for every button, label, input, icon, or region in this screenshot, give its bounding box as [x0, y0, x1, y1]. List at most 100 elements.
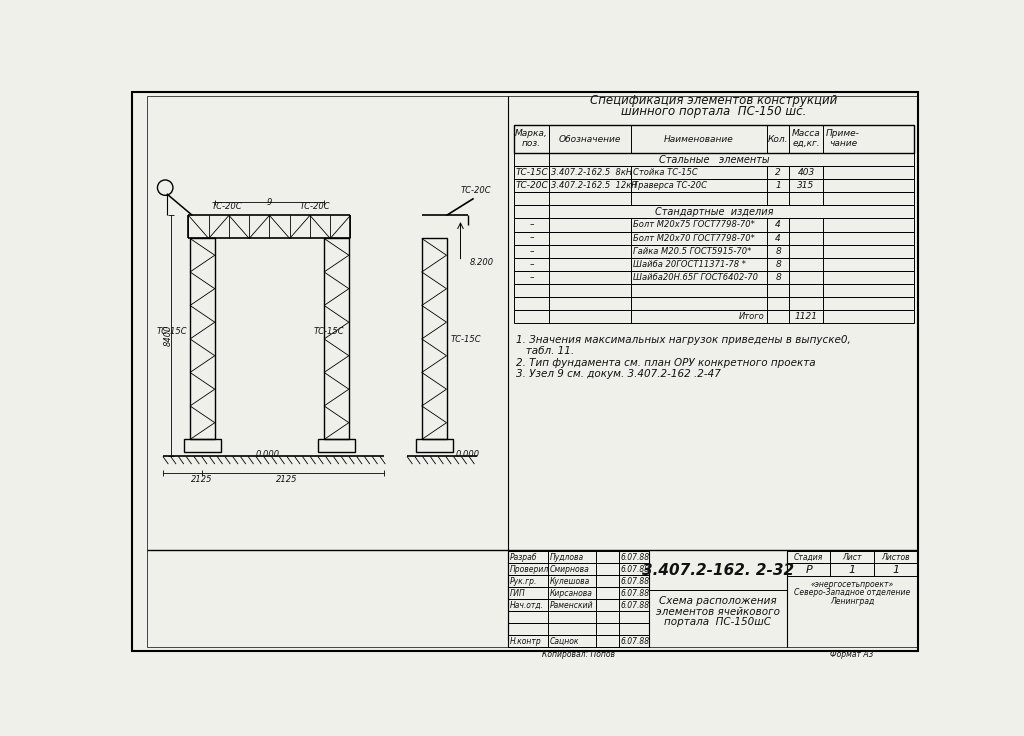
Text: 9: 9 [266, 199, 271, 208]
Bar [514, 125, 913, 153]
Text: портала  ПС-150шС: портала ПС-150шС [665, 618, 771, 627]
Text: 1: 1 [775, 181, 781, 190]
Text: 0.000: 0.000 [456, 450, 480, 459]
Bar [514, 258, 913, 271]
Text: 1: 1 [849, 565, 856, 575]
Text: Стальные   элементы: Стальные элементы [658, 155, 769, 165]
Text: Схема расположения: Схема расположения [659, 595, 776, 606]
Text: 2. Тип фундамента см. план ОРУ конкретного проекта: 2. Тип фундамента см. план ОРУ конкретно… [515, 358, 815, 368]
Text: Р: Р [805, 565, 812, 575]
Text: ТС-20С: ТС-20С [300, 202, 331, 211]
Bar [508, 611, 649, 623]
Text: Спецификация элементов конструкций: Спецификация элементов конструкций [590, 94, 838, 107]
Bar [514, 271, 913, 284]
Text: Раменский: Раменский [550, 601, 593, 609]
Bar [786, 564, 918, 576]
Text: «энергосетьпроект»: «энергосетьпроект» [811, 579, 894, 589]
Text: 6.07.88: 6.07.88 [621, 553, 650, 562]
Text: Копировал: Попов: Копировал: Попов [542, 650, 614, 659]
Bar [514, 205, 913, 219]
Bar [183, 439, 221, 452]
Bar [508, 599, 649, 611]
Bar [324, 238, 349, 439]
Text: 2125: 2125 [276, 475, 298, 484]
Text: Ленинград: Ленинград [830, 596, 874, 606]
Bar [514, 284, 913, 297]
Text: 6.07.88: 6.07.88 [621, 565, 650, 573]
Bar [514, 179, 913, 192]
Text: 6.07.88: 6.07.88 [621, 637, 650, 645]
Text: –: – [529, 233, 534, 243]
Text: чание: чание [829, 139, 857, 148]
Text: Траверса ТС-20С: Траверса ТС-20С [634, 181, 708, 190]
Text: ТС-15С: ТС-15С [314, 327, 345, 336]
Text: поз.: поз. [522, 139, 541, 148]
Text: 1. Значения максимальных нагрузок приведены в выпуске0,: 1. Значения максимальных нагрузок привед… [515, 335, 850, 344]
Text: –: – [529, 260, 534, 269]
Text: –: – [529, 247, 534, 255]
Text: шинного портала  ПС-150 шс.: шинного портала ПС-150 шс. [622, 105, 807, 118]
Bar [508, 623, 649, 635]
Bar [416, 439, 453, 452]
Text: ТС-15С: ТС-15С [515, 168, 548, 177]
Text: 1: 1 [892, 565, 899, 575]
Bar [508, 575, 649, 587]
Bar [422, 238, 446, 439]
Text: Обозначение: Обозначение [559, 135, 622, 144]
Text: Лист: Лист [843, 553, 862, 562]
Text: Шайба 20ГОСТ11371-78 *: Шайба 20ГОСТ11371-78 * [634, 260, 746, 269]
Text: ТС-15С: ТС-15С [157, 327, 187, 336]
Text: Стандартные  изделия: Стандартные изделия [654, 207, 773, 217]
Text: 0.000: 0.000 [255, 450, 280, 459]
Text: Нач.отд.: Нач.отд. [509, 601, 544, 609]
Text: 2125: 2125 [190, 475, 212, 484]
Text: ГИП: ГИП [509, 589, 525, 598]
Text: 3.407.2-162.5  12кН: 3.407.2-162.5 12кН [552, 181, 638, 190]
Text: Приме-: Приме- [826, 129, 860, 138]
Text: Кулешова: Кулешова [550, 577, 590, 586]
Text: ТС-20С: ТС-20С [212, 202, 243, 211]
Bar [786, 551, 918, 564]
Text: Н.контр: Н.контр [509, 637, 541, 645]
Text: Болт М20х75 ГОСТ7798-70*: Болт М20х75 ГОСТ7798-70* [634, 221, 756, 230]
Text: табл. 11.: табл. 11. [515, 346, 573, 356]
Text: Северо-Западное отделение: Северо-Западное отделение [795, 588, 910, 597]
Text: ед,кг.: ед,кг. [793, 139, 820, 148]
Bar [514, 166, 913, 179]
Bar [514, 297, 913, 310]
Text: ТС-15С: ТС-15С [451, 335, 481, 344]
Text: 6.07.88: 6.07.88 [621, 589, 650, 598]
Text: 2: 2 [775, 168, 781, 177]
Text: Итого: Итого [739, 312, 765, 321]
Text: Наименование: Наименование [665, 135, 734, 144]
Bar [508, 635, 649, 648]
Text: 4: 4 [775, 221, 781, 230]
Bar [190, 238, 215, 439]
Text: 1121: 1121 [795, 312, 817, 321]
Bar [508, 587, 649, 599]
Text: Гайка М20.5 ГОСТ5915-70*: Гайка М20.5 ГОСТ5915-70* [634, 247, 752, 255]
Text: 3. Узел 9 см. докум. 3.407.2-162 .2-47: 3. Узел 9 см. докум. 3.407.2-162 .2-47 [515, 369, 720, 379]
Text: элементов ячейкового: элементов ячейкового [655, 606, 779, 617]
Text: Проверил: Проверил [509, 565, 549, 573]
Text: 8400: 8400 [164, 325, 173, 346]
Bar [514, 244, 913, 258]
Text: ТС-20С: ТС-20С [461, 186, 492, 195]
Text: 8: 8 [775, 273, 781, 282]
Bar [317, 439, 355, 452]
Text: 403: 403 [798, 168, 815, 177]
Text: 4: 4 [775, 233, 781, 243]
Text: Шайба20Н.65Г ГОСТ6402-70: Шайба20Н.65Г ГОСТ6402-70 [634, 273, 759, 282]
Text: 8: 8 [775, 260, 781, 269]
Text: Пудлова: Пудлова [550, 553, 584, 562]
Text: Марка,: Марка, [515, 129, 548, 138]
Text: Кол.: Кол. [768, 135, 788, 144]
Text: ТС-20С: ТС-20С [515, 181, 548, 190]
Text: Стойка ТС-15С: Стойка ТС-15С [634, 168, 698, 177]
Bar [514, 192, 913, 205]
Text: 3.407.2-162. 2-32: 3.407.2-162. 2-32 [642, 563, 794, 578]
Text: 6.07.88: 6.07.88 [621, 577, 650, 586]
Text: Формат А3: Формат А3 [830, 650, 874, 659]
Bar [508, 551, 649, 563]
Bar [514, 219, 913, 232]
